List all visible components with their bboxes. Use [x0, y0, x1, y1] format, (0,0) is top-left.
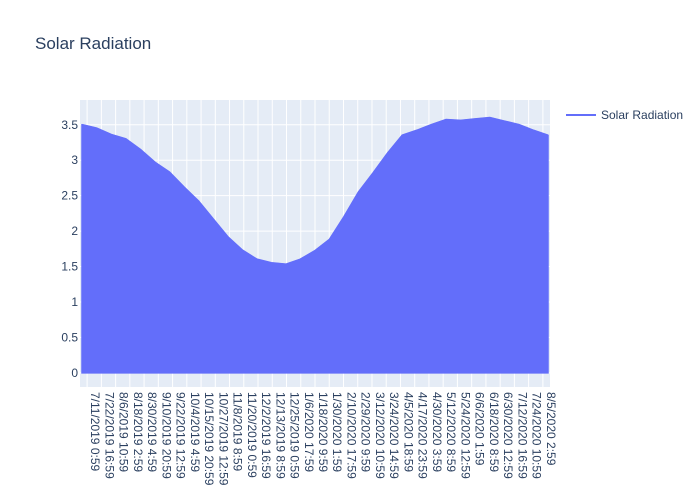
- x-tick-label: 12/2/2019 16:59: [259, 392, 273, 479]
- x-tick-label: 8/5/2020 2:59: [544, 392, 558, 466]
- x-tick-label: 1/6/2020 17:59: [302, 392, 316, 472]
- x-tick-label: 7/22/2019 16:59: [102, 392, 116, 479]
- y-tick-label: 3.5: [61, 118, 78, 132]
- series-area-layer: [81, 116, 549, 374]
- x-tick-label: 10/4/2019 4:59: [188, 392, 202, 472]
- chart-title: Solar Radiation: [35, 34, 152, 53]
- x-tick-label: 1/30/2020 1:59: [330, 392, 344, 472]
- x-tick-label: 8/6/2019 10:59: [117, 392, 131, 472]
- x-tick-label: 3/24/2020 14:59: [387, 392, 401, 479]
- x-tick-label: 3/12/2020 10:59: [373, 392, 387, 479]
- legend[interactable]: Solar Radiation: [566, 108, 683, 122]
- y-tick-label: 0: [71, 366, 78, 380]
- x-tick-label: 5/12/2020 8:59: [444, 392, 458, 472]
- legend-label: Solar Radiation: [601, 108, 683, 122]
- x-tick-label: 2/10/2020 17:59: [344, 392, 358, 479]
- x-tick-label: 10/27/2019 12:59: [216, 392, 230, 486]
- x-tick-label: 11/8/2019 8:59: [231, 392, 245, 472]
- x-tick-label: 12/13/2019 8:59: [273, 392, 287, 479]
- x-tick-label: 1/18/2020 9:59: [316, 392, 330, 472]
- y-tick-label: 1: [71, 295, 78, 309]
- x-tick-label: 4/17/2020 23:59: [416, 392, 430, 479]
- x-tick-label: 7/12/2020 16:59: [515, 392, 529, 479]
- x-tick-label: 12/25/2019 0:59: [288, 392, 302, 479]
- x-tick-label: 8/30/2019 4:59: [145, 392, 159, 472]
- x-tick-label: 5/24/2020 12:59: [458, 392, 472, 479]
- x-tick-label: 4/30/2020 3:59: [430, 392, 444, 472]
- x-tick-label: 7/11/2019 0:59: [88, 392, 102, 472]
- x-tick-label: 4/5/2020 18:59: [401, 392, 415, 472]
- x-tick-label: 11/20/2019 0:59: [245, 392, 259, 478]
- x-tick-label: 6/18/2020 8:59: [487, 392, 501, 472]
- x-tick-label: 2/29/2020 9:59: [359, 392, 373, 472]
- y-tick-label: 1.5: [61, 260, 78, 274]
- x-tick-label: 6/30/2020 12:59: [501, 392, 515, 479]
- y-tick-label: 3: [71, 153, 78, 167]
- x-tick-label: 7/24/2020 10:59: [530, 392, 544, 479]
- x-tick-label: 8/18/2019 2:59: [131, 392, 145, 472]
- x-tick-label: 9/10/2019 20:59: [159, 392, 173, 479]
- x-axis-ticks: 7/11/2019 0:59 7/22/2019 16:59 8/6/2019 10…: [88, 392, 558, 486]
- y-tick-label: 2.5: [61, 189, 78, 203]
- y-axis-ticks: 0 0.5 1 1.5 2 2.5 3 3.5: [61, 118, 78, 380]
- y-tick-label: 2: [71, 224, 78, 238]
- x-tick-label: 9/22/2019 12:59: [174, 392, 188, 479]
- x-tick-label: 6/6/2020 1:59: [473, 392, 487, 466]
- x-tick-label: 10/15/2019 20:59: [202, 392, 216, 486]
- y-tick-label: 0.5: [61, 330, 78, 344]
